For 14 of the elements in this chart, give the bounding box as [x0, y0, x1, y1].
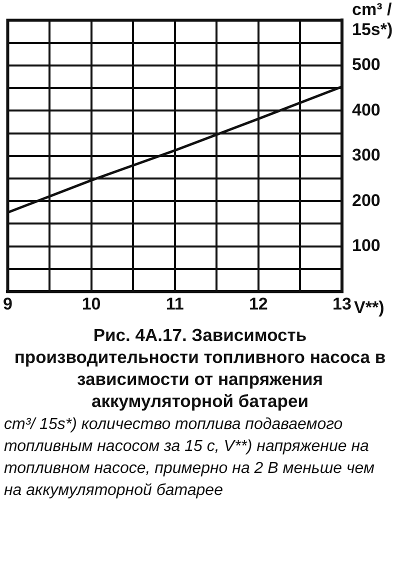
- y-axis-title: cm³ / 15s*): [352, 0, 393, 40]
- x-tick-label: 12: [248, 294, 268, 314]
- y-tick-label: 300: [352, 146, 380, 165]
- y-tick-label: 500: [352, 55, 380, 74]
- x-tick-label: 10: [82, 294, 101, 314]
- y-tick-label: 200: [352, 190, 380, 210]
- y-tick-label: 400: [352, 100, 380, 120]
- text: Рис. 4A.17. Зависимость производительности топливного насоса в зависимости от напряжения аккумуляторной батареи: [13, 324, 387, 412]
- text: cm³/ 15s*) количество топлива подаваемого топливным насосом за 15 с, V**) напряжение на топливном насосе, примерно на 2 В меньше чем на аккумуляторной батарее: [4, 415, 376, 501]
- x-tick-label: 9: [2, 294, 12, 314]
- x-tick-label: 11: [166, 294, 184, 314]
- y-tick-label: 100: [352, 236, 380, 256]
- x-axis-title: V**): [354, 298, 384, 317]
- x-tick-label: 13: [332, 294, 352, 314]
